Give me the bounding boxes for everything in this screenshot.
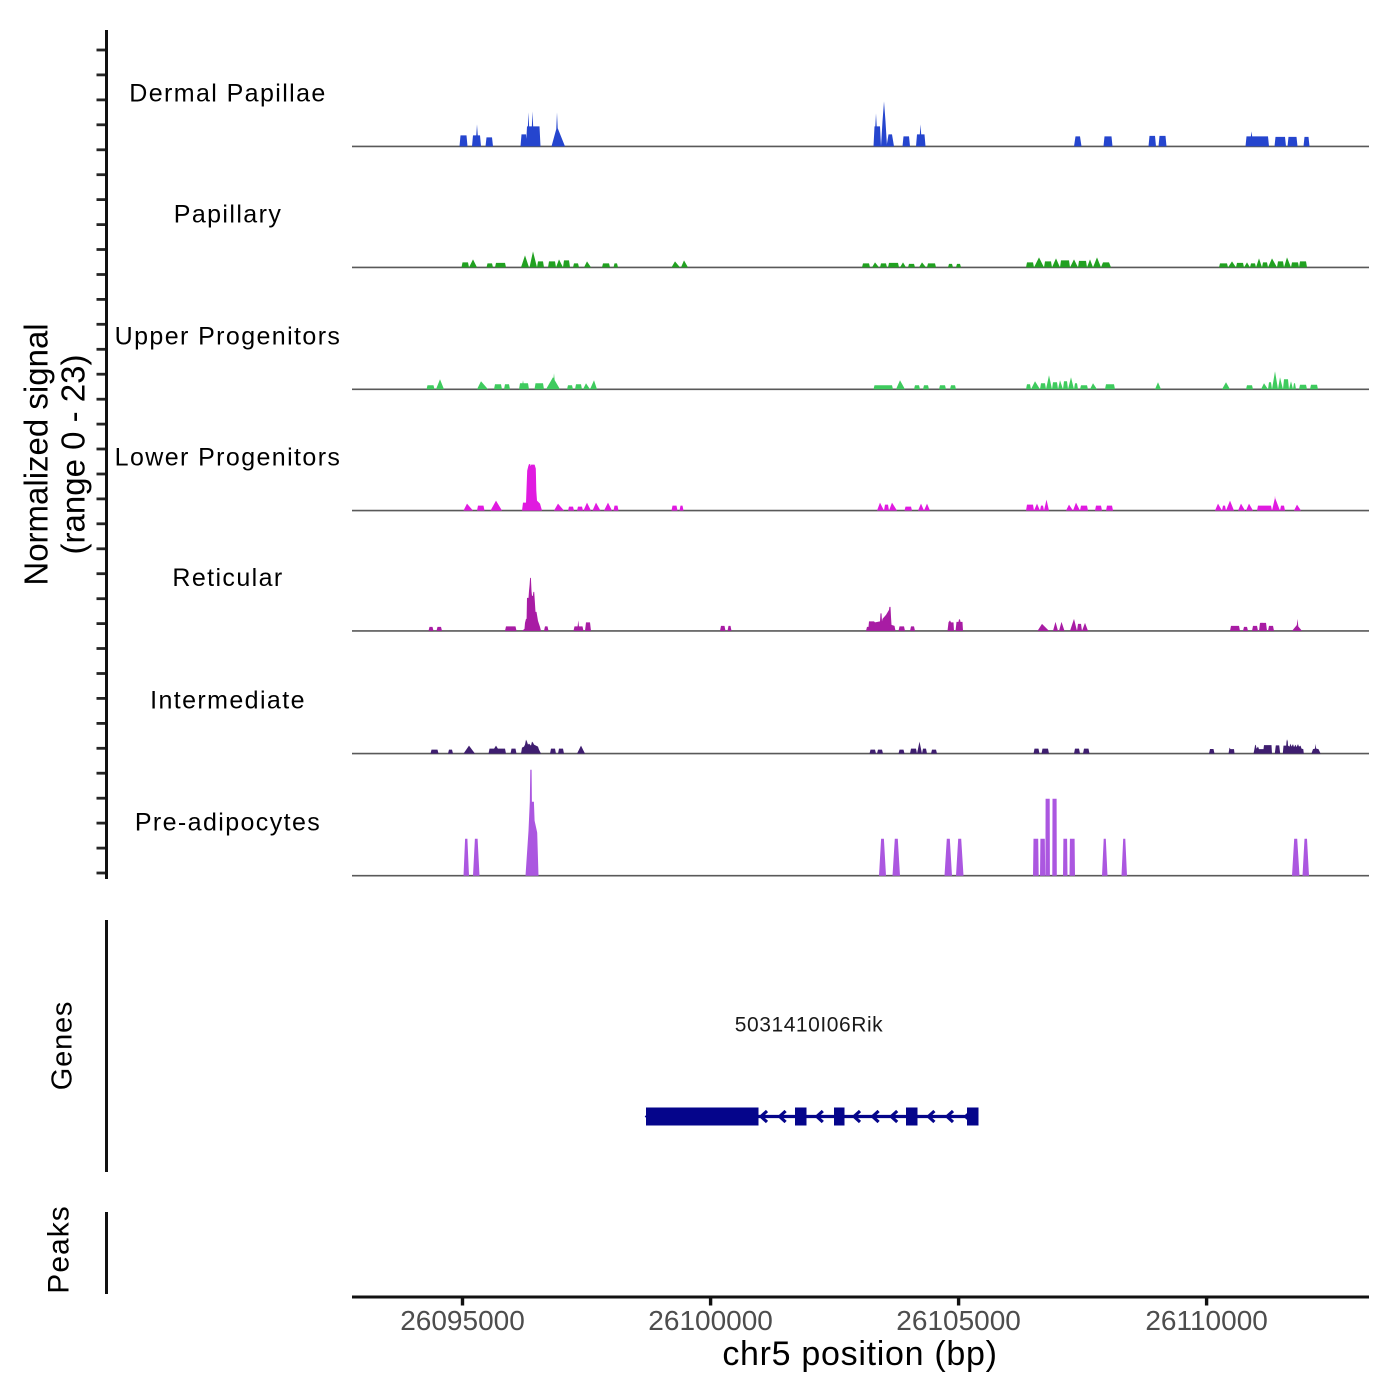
- svg-text:Upper Progenitors: Upper Progenitors: [115, 322, 342, 350]
- svg-text:Dermal Papillae: Dermal Papillae: [129, 79, 326, 107]
- svg-text:26100000: 26100000: [648, 1305, 773, 1336]
- svg-text:Lower Progenitors: Lower Progenitors: [115, 444, 342, 472]
- svg-text:26105000: 26105000: [896, 1305, 1021, 1336]
- svg-text:Normalized signal: Normalized signal: [18, 323, 55, 585]
- svg-text:Genes: Genes: [47, 1001, 79, 1090]
- svg-text:26110000: 26110000: [1145, 1305, 1268, 1336]
- svg-text:Pre-adipocytes: Pre-adipocytes: [135, 809, 321, 837]
- svg-text:Reticular: Reticular: [172, 564, 283, 592]
- svg-text:26095000: 26095000: [400, 1305, 525, 1336]
- svg-text:Peaks: Peaks: [43, 1205, 76, 1293]
- svg-text:Papillary: Papillary: [174, 200, 282, 228]
- svg-text:chr5 position (bp): chr5 position (bp): [722, 1335, 997, 1373]
- svg-text:5031410I06Rik: 5031410I06Rik: [735, 1014, 883, 1037]
- svg-text:Intermediate: Intermediate: [150, 687, 306, 715]
- svg-text:(range 0 - 23): (range 0 - 23): [55, 355, 92, 555]
